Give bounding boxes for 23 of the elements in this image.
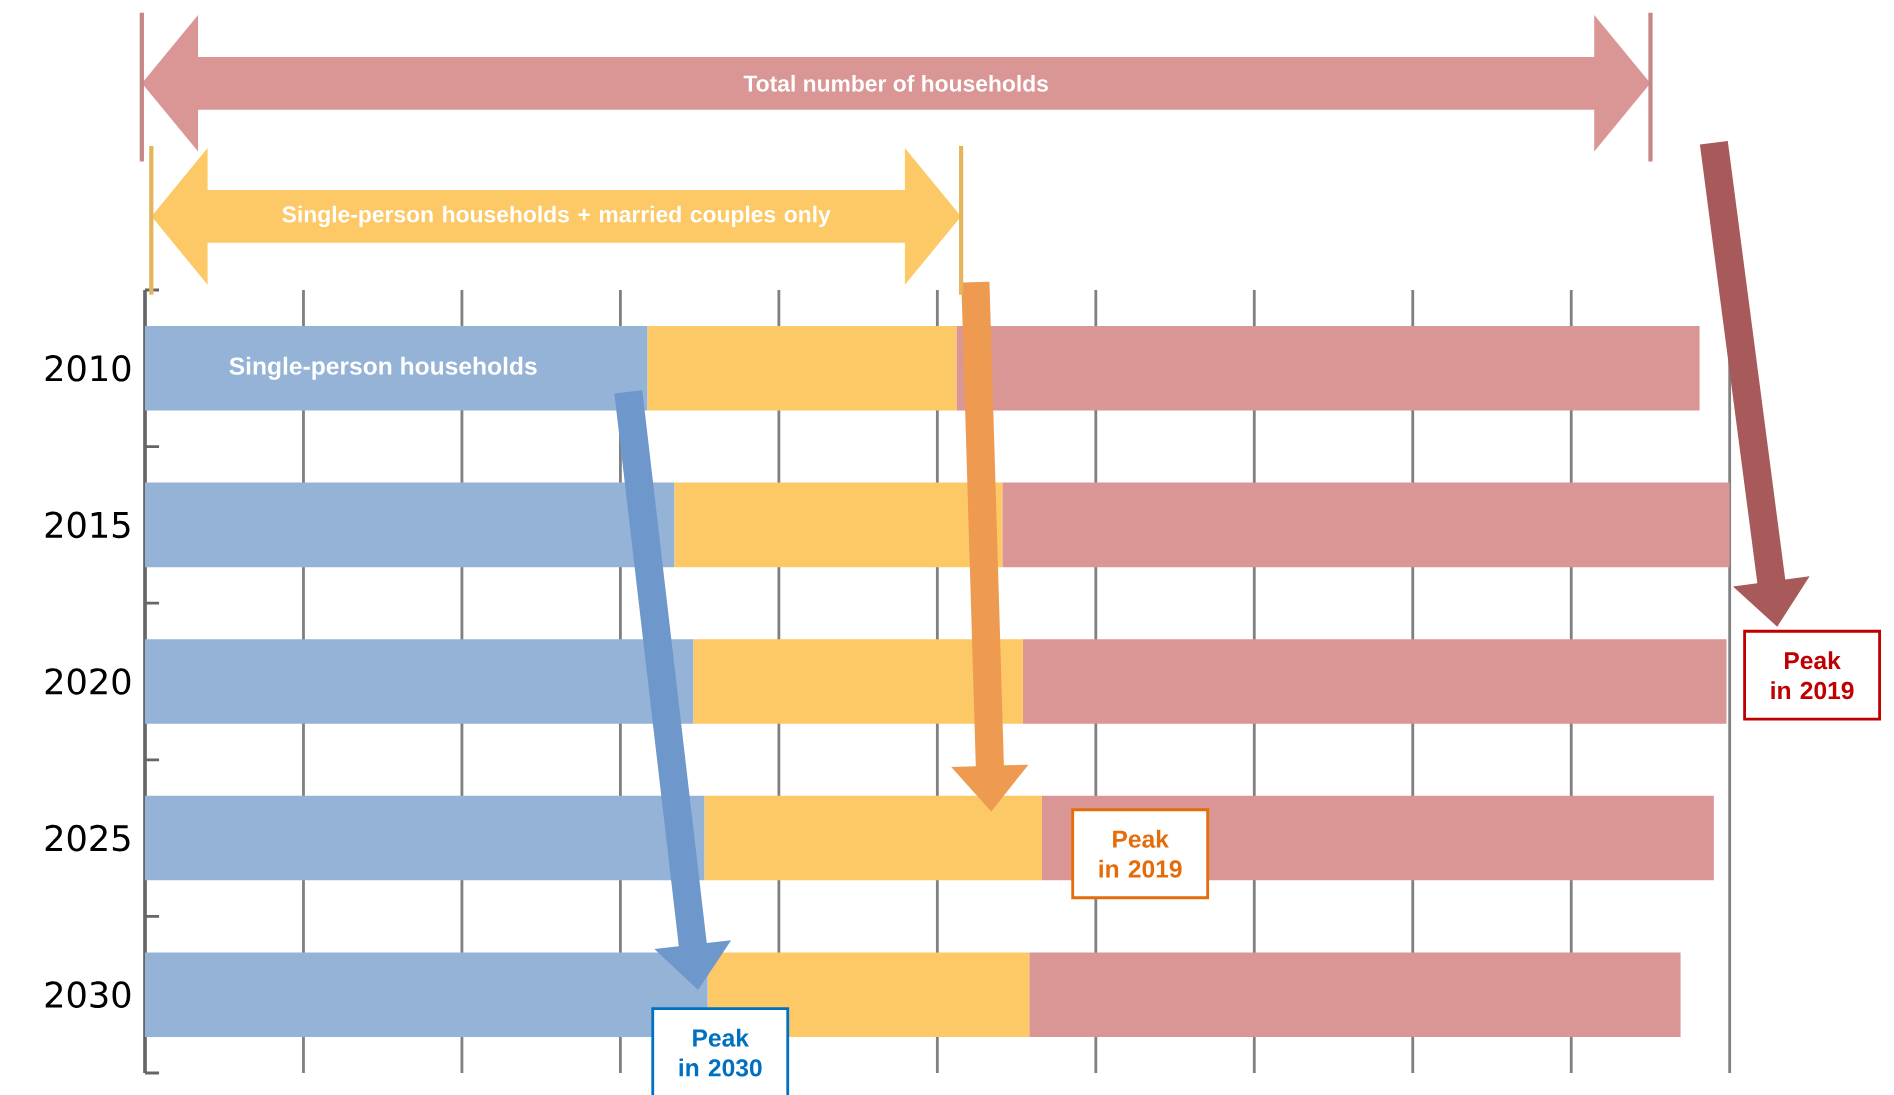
text: Peak in 2019 (1771, 651, 1854, 700)
bar (704, 795, 1042, 881)
bar (145, 639, 694, 724)
text: Single-person households + married couples only (282, 205, 831, 228)
annotation: Peak in 2030 (679, 1028, 762, 1077)
bar (956, 326, 1700, 411)
bar (1029, 952, 1681, 1037)
y-tick-label: 2015 (45, 511, 130, 539)
y-tick-label: 2025 (45, 824, 130, 852)
series-label: Single-person households (229, 356, 537, 380)
bar (145, 326, 648, 411)
bar (1002, 482, 1730, 568)
bar (647, 326, 957, 411)
y-tick-label: 2030 (45, 981, 131, 1008)
bar (693, 639, 1023, 724)
bar (145, 482, 675, 568)
text: Total number of households (743, 74, 1048, 92)
annotation: Peak in 2019 (1099, 829, 1182, 878)
y-tick-label: 2020 (45, 668, 131, 695)
bar (145, 795, 705, 881)
bar (674, 482, 1003, 568)
bar (1022, 639, 1727, 724)
y-tick-label: 2010 (45, 354, 131, 382)
